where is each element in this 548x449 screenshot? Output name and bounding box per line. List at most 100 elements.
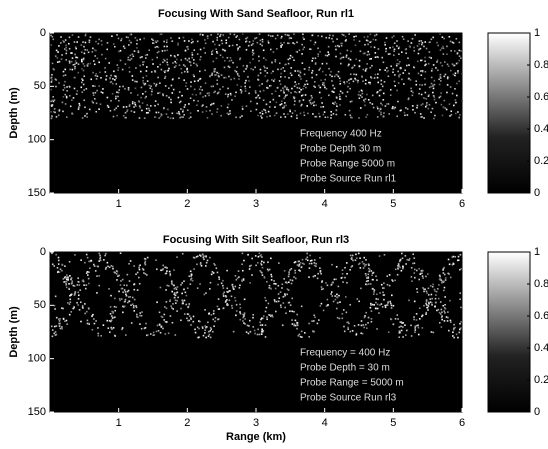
- speckle: [431, 68, 433, 70]
- speckle: [61, 264, 63, 266]
- speckle: [295, 320, 297, 322]
- speckle: [166, 59, 168, 61]
- annotation: Probe Depth = 30 m: [300, 363, 390, 374]
- speckle: [266, 104, 268, 106]
- speckle: [159, 64, 161, 66]
- speckle: [199, 88, 201, 90]
- speckle: [138, 51, 140, 53]
- speckle: [325, 74, 327, 76]
- speckle: [202, 96, 204, 98]
- speckle: [196, 64, 198, 66]
- speckle: [64, 48, 66, 50]
- speckle: [232, 45, 234, 47]
- speckle: [132, 297, 134, 299]
- speckle: [308, 276, 310, 278]
- speckle: [263, 315, 265, 317]
- speckle: [454, 256, 456, 258]
- speckle: [223, 295, 225, 297]
- speckle: [321, 286, 323, 288]
- speckle: [98, 39, 100, 41]
- speckle: [129, 301, 131, 303]
- speckle: [426, 301, 428, 303]
- speckle: [146, 108, 148, 110]
- speckle: [428, 63, 430, 65]
- speckle: [314, 81, 316, 83]
- speckle: [177, 291, 179, 293]
- speckle: [240, 57, 242, 59]
- speckle: [223, 287, 225, 289]
- speckle: [90, 63, 92, 65]
- speckle: [356, 74, 358, 76]
- speckle: [393, 69, 395, 71]
- speckle: [340, 43, 342, 45]
- speckle: [267, 269, 269, 271]
- speckle: [352, 255, 354, 257]
- speckle: [202, 254, 204, 256]
- speckle: [115, 83, 117, 85]
- speckle: [51, 326, 53, 328]
- speckle: [65, 284, 67, 286]
- speckle: [115, 76, 117, 78]
- speckle: [437, 288, 439, 290]
- speckle: [206, 262, 208, 264]
- speckle: [449, 263, 451, 265]
- speckle: [186, 46, 188, 48]
- speckle: [362, 333, 364, 335]
- speckle: [166, 285, 168, 287]
- speckle: [58, 82, 60, 84]
- speckle: [457, 111, 459, 113]
- speckle: [188, 275, 190, 277]
- speckle: [344, 83, 346, 85]
- speckle: [401, 79, 403, 81]
- speckle: [264, 67, 266, 69]
- speckle: [330, 117, 332, 119]
- speckle: [190, 86, 192, 88]
- speckle: [353, 36, 355, 38]
- speckle: [92, 51, 94, 53]
- speckle: [147, 334, 149, 336]
- speckle: [283, 98, 285, 100]
- speckle: [239, 319, 241, 321]
- speckle: [343, 81, 345, 83]
- speckle: [105, 58, 107, 60]
- speckle: [431, 77, 433, 79]
- speckle: [342, 269, 344, 271]
- speckle: [438, 309, 440, 311]
- speckle: [245, 68, 247, 70]
- speckle: [55, 296, 57, 298]
- speckle: [68, 43, 70, 45]
- speckle: [445, 74, 447, 76]
- speckle: [252, 314, 254, 316]
- speckle: [399, 332, 401, 334]
- speckle: [213, 61, 215, 63]
- speckle: [186, 82, 188, 84]
- speckle: [289, 37, 291, 39]
- speckle: [351, 100, 353, 102]
- speckle: [301, 44, 303, 46]
- speckle: [218, 298, 220, 300]
- speckle: [110, 313, 112, 315]
- speckle: [300, 89, 302, 91]
- speckle: [211, 86, 213, 88]
- speckle: [393, 305, 395, 307]
- speckle: [366, 284, 368, 286]
- speckle: [162, 265, 164, 267]
- speckle: [131, 58, 133, 60]
- speckle: [126, 285, 128, 287]
- speckle: [266, 316, 268, 318]
- speckle: [197, 110, 199, 112]
- speckle: [319, 87, 321, 89]
- speckle: [145, 327, 147, 329]
- speckle: [399, 74, 401, 76]
- speckle: [71, 280, 73, 282]
- speckle: [393, 35, 395, 37]
- speckle: [388, 113, 390, 115]
- speckle: [60, 269, 62, 271]
- speckle: [430, 111, 432, 113]
- speckle: [243, 260, 245, 262]
- speckle: [183, 37, 185, 39]
- speckle: [214, 264, 216, 266]
- speckle: [121, 38, 123, 40]
- speckle: [213, 92, 215, 94]
- speckle: [218, 73, 220, 75]
